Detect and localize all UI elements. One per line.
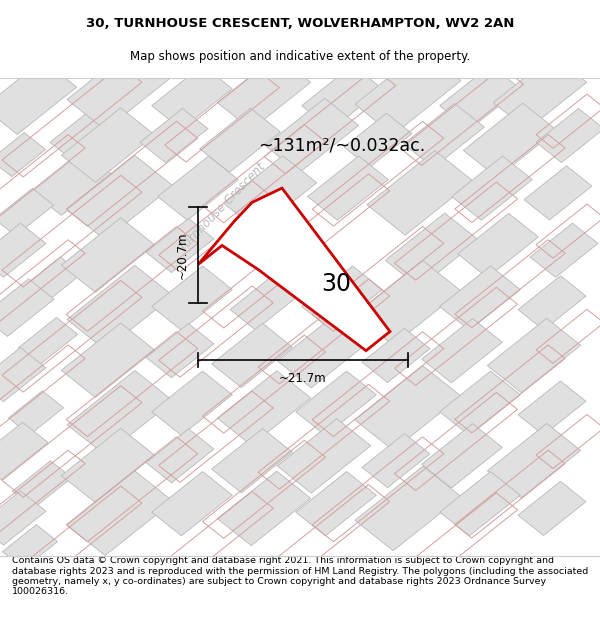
Polygon shape — [230, 276, 298, 330]
Polygon shape — [302, 65, 382, 129]
Polygon shape — [152, 371, 232, 436]
Polygon shape — [362, 434, 430, 488]
Polygon shape — [212, 323, 292, 388]
Polygon shape — [355, 366, 461, 450]
Polygon shape — [217, 55, 311, 129]
Polygon shape — [355, 261, 461, 345]
Polygon shape — [2, 525, 58, 569]
Polygon shape — [355, 466, 461, 551]
Polygon shape — [146, 218, 214, 272]
Polygon shape — [67, 471, 173, 556]
Polygon shape — [146, 324, 214, 378]
Polygon shape — [0, 60, 77, 134]
Polygon shape — [487, 423, 581, 498]
Polygon shape — [0, 188, 53, 236]
Polygon shape — [200, 108, 280, 172]
Polygon shape — [518, 481, 586, 536]
Polygon shape — [67, 371, 173, 455]
Polygon shape — [67, 156, 173, 240]
Polygon shape — [422, 424, 502, 488]
Polygon shape — [198, 188, 390, 351]
Polygon shape — [518, 381, 586, 435]
Polygon shape — [61, 218, 155, 292]
Polygon shape — [296, 471, 376, 536]
Polygon shape — [493, 55, 587, 129]
Polygon shape — [152, 65, 232, 129]
Polygon shape — [158, 156, 238, 220]
Polygon shape — [0, 422, 48, 480]
Polygon shape — [0, 223, 46, 278]
Text: ~21.7m: ~21.7m — [279, 372, 327, 385]
Polygon shape — [19, 318, 77, 365]
Polygon shape — [146, 429, 214, 483]
Polygon shape — [536, 109, 600, 162]
Polygon shape — [277, 419, 371, 493]
Polygon shape — [61, 428, 155, 503]
Polygon shape — [217, 471, 311, 546]
Polygon shape — [530, 223, 598, 278]
Polygon shape — [152, 471, 232, 536]
Polygon shape — [367, 151, 473, 235]
Polygon shape — [265, 98, 359, 172]
Polygon shape — [0, 279, 54, 336]
Text: Turnhouse Crescent: Turnhouse Crescent — [176, 161, 268, 254]
Polygon shape — [13, 461, 71, 508]
Polygon shape — [296, 371, 376, 436]
Polygon shape — [0, 348, 46, 402]
Polygon shape — [440, 266, 520, 330]
Polygon shape — [67, 266, 173, 350]
Polygon shape — [422, 319, 502, 382]
Polygon shape — [524, 166, 592, 220]
Polygon shape — [67, 46, 173, 130]
Polygon shape — [518, 276, 586, 330]
Polygon shape — [61, 323, 155, 398]
Polygon shape — [223, 156, 317, 230]
Polygon shape — [302, 266, 382, 330]
Polygon shape — [212, 429, 292, 493]
Text: ~131m²/~0.032ac.: ~131m²/~0.032ac. — [259, 136, 425, 154]
Polygon shape — [452, 156, 532, 220]
Polygon shape — [8, 391, 64, 435]
Text: 30: 30 — [321, 272, 351, 296]
Polygon shape — [277, 314, 371, 388]
Polygon shape — [440, 371, 520, 436]
Polygon shape — [0, 491, 46, 545]
Text: 30, TURNHOUSE CRESCENT, WOLVERHAMPTON, WV2 2AN: 30, TURNHOUSE CRESCENT, WOLVERHAMPTON, W… — [86, 17, 514, 30]
Polygon shape — [362, 328, 430, 382]
Polygon shape — [487, 318, 581, 392]
Polygon shape — [26, 257, 82, 301]
Polygon shape — [458, 213, 538, 278]
Polygon shape — [355, 50, 461, 135]
Polygon shape — [440, 471, 520, 536]
Polygon shape — [50, 109, 118, 162]
Polygon shape — [404, 103, 484, 168]
Text: Contains OS data © Crown copyright and database right 2021. This information is : Contains OS data © Crown copyright and d… — [12, 556, 588, 596]
Text: ~20.7m: ~20.7m — [176, 231, 189, 279]
Polygon shape — [308, 156, 388, 220]
Text: Map shows position and indicative extent of the property.: Map shows position and indicative extent… — [130, 50, 470, 62]
Polygon shape — [385, 213, 479, 288]
Polygon shape — [32, 151, 112, 216]
Polygon shape — [217, 371, 311, 445]
Polygon shape — [344, 113, 412, 168]
Polygon shape — [440, 65, 520, 129]
Polygon shape — [61, 108, 155, 182]
Polygon shape — [0, 132, 46, 177]
Polygon shape — [140, 109, 208, 162]
Polygon shape — [463, 103, 557, 178]
Polygon shape — [152, 266, 232, 330]
